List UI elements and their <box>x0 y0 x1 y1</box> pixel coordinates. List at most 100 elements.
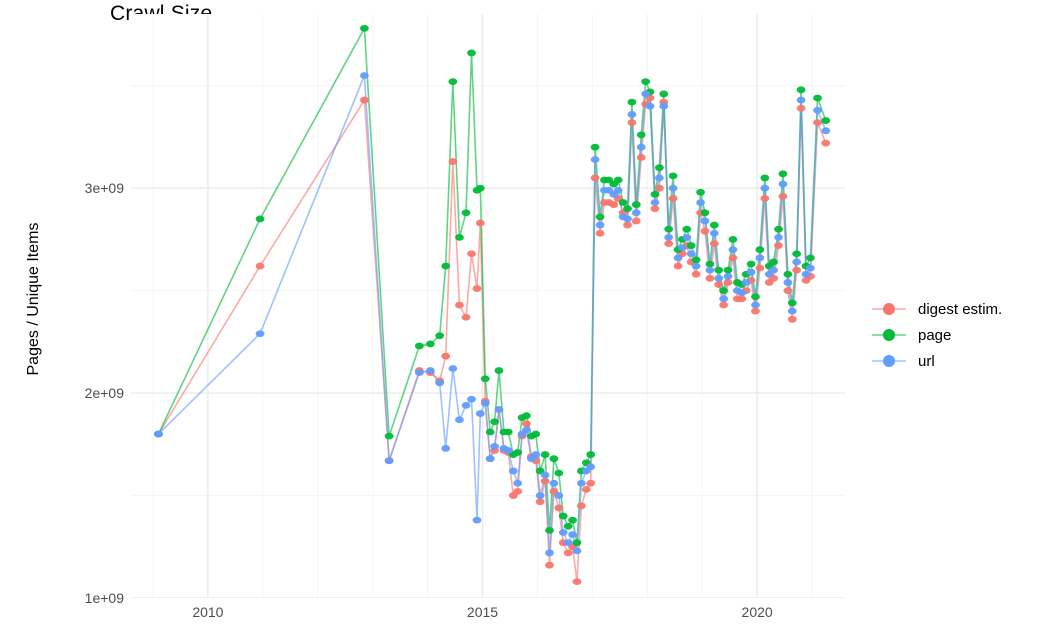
data-point <box>441 445 451 452</box>
data-point <box>755 264 765 272</box>
legend-dot <box>883 355 895 367</box>
data-point <box>522 412 531 420</box>
data-point <box>796 86 806 94</box>
data-point <box>563 522 573 530</box>
data-point <box>485 428 495 436</box>
data-point <box>719 301 729 309</box>
data-point <box>590 156 600 163</box>
data-point <box>631 209 641 217</box>
plot-panel <box>131 14 845 598</box>
data-point <box>769 258 778 266</box>
data-point <box>360 96 369 104</box>
data-point <box>636 143 646 151</box>
data-point <box>472 516 482 524</box>
data-point <box>668 172 678 180</box>
data-point <box>568 531 577 538</box>
data-point <box>673 262 683 270</box>
data-point <box>448 78 458 86</box>
data-point <box>682 233 692 241</box>
data-point <box>700 209 710 217</box>
data-point <box>384 457 394 465</box>
data-point <box>384 432 394 440</box>
data-point <box>778 180 788 188</box>
data-point <box>490 442 499 450</box>
data-point <box>719 287 729 295</box>
data-point <box>813 106 822 114</box>
data-point <box>595 229 605 237</box>
data-point <box>549 455 559 463</box>
data-point <box>636 154 646 161</box>
data-point <box>728 236 738 243</box>
data-point <box>787 299 797 307</box>
data-point <box>821 139 831 147</box>
data-point <box>723 272 733 280</box>
data-point <box>627 98 637 106</box>
x-tick-label: 2015 <box>466 604 499 620</box>
data-point <box>540 471 550 479</box>
data-point <box>709 240 719 247</box>
legend-key-icon <box>872 324 906 346</box>
data-point <box>461 313 471 321</box>
data-point <box>774 242 783 249</box>
data-point <box>255 215 265 223</box>
data-point <box>741 279 751 286</box>
data-point <box>751 293 760 301</box>
data-point <box>475 410 485 417</box>
data-point <box>813 119 822 126</box>
data-point <box>540 451 550 458</box>
data-point <box>760 174 770 182</box>
data-point <box>563 539 573 547</box>
legend-label: digest estim. <box>918 300 1003 318</box>
data-point <box>696 188 705 196</box>
data-point <box>645 102 655 110</box>
data-point <box>623 205 632 213</box>
data-point <box>709 229 719 237</box>
legend-item-page[interactable]: page <box>872 322 1052 348</box>
data-point <box>792 250 802 258</box>
legend-item-digestestim[interactable]: digest estim. <box>872 296 1052 322</box>
data-point <box>813 94 822 102</box>
series-line-url <box>157 75 827 553</box>
data-point <box>490 418 499 426</box>
data-point <box>654 174 664 182</box>
data-point <box>618 199 628 206</box>
data-point <box>435 332 445 340</box>
data-point <box>769 266 778 274</box>
data-point <box>425 367 435 374</box>
data-point <box>595 213 605 221</box>
data-point <box>778 170 788 178</box>
data-point <box>549 479 559 487</box>
data-point <box>737 289 747 297</box>
data-point <box>531 451 541 458</box>
data-point <box>723 266 733 274</box>
data-point <box>494 367 504 374</box>
data-point <box>545 526 554 534</box>
data-point <box>627 111 637 118</box>
data-point <box>508 467 518 475</box>
data-point <box>746 260 756 268</box>
data-point <box>480 399 490 407</box>
data-point <box>700 217 710 225</box>
data-point <box>154 430 163 438</box>
legend-item-url[interactable]: url <box>872 348 1052 374</box>
data-point <box>467 395 476 403</box>
data-point <box>821 127 831 135</box>
data-point <box>751 307 760 315</box>
data-point <box>472 285 482 292</box>
legend-dot <box>883 303 895 315</box>
data-point <box>787 315 797 323</box>
data-point <box>678 244 687 252</box>
data-point <box>654 184 664 192</box>
data-point <box>545 561 554 569</box>
data-point <box>572 578 582 586</box>
data-point <box>531 430 541 438</box>
legend-dot <box>883 329 895 341</box>
data-point <box>728 254 738 262</box>
data-point <box>668 184 678 192</box>
data-point <box>485 455 495 463</box>
data-point <box>475 219 485 227</box>
data-point <box>755 246 765 254</box>
data-point <box>686 250 696 258</box>
data-point <box>576 479 586 487</box>
